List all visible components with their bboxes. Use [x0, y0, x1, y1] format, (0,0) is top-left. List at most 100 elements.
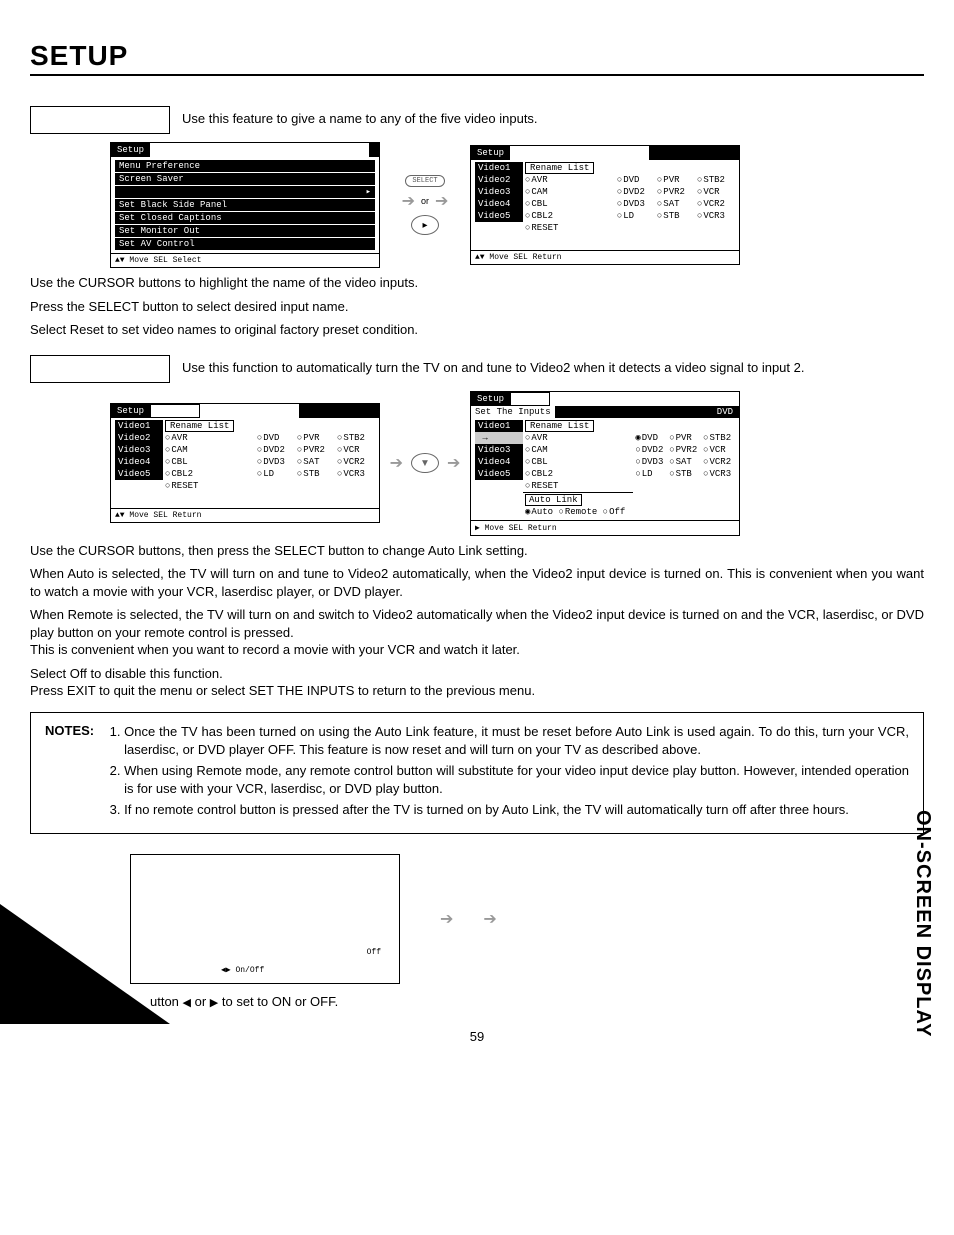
instruction-text: When Auto is selected, the TV will turn … [30, 565, 924, 600]
transition-arrow: SELECT or ▸ [390, 175, 460, 235]
rename-option[interactable]: CBL2 [163, 468, 255, 480]
rename-option[interactable]: VCR2 [335, 456, 375, 468]
rename-option[interactable]: VCR3 [695, 210, 735, 222]
right-arrow-icon [402, 191, 415, 211]
right-arrow-icon [447, 453, 460, 473]
rename-option[interactable]: AVR [163, 432, 255, 444]
rename-option[interactable]: SAT [655, 198, 695, 210]
rename-option[interactable]: DVD [633, 432, 667, 444]
feature-label-box [30, 106, 170, 134]
subtitle: Set The Inputs [471, 406, 555, 418]
rename-option[interactable]: STB2 [701, 432, 735, 444]
rename-list-screen: Setup Video1Rename ListVideo2AVRDVDPVRST… [470, 145, 740, 265]
reset-option[interactable]: RESET [163, 480, 255, 492]
blank-screen: Off ◀▶ On/Off [130, 854, 400, 984]
instruction-text: Use the CURSOR buttons to highlight the … [30, 274, 924, 292]
page-number: 59 [30, 1029, 924, 1044]
menu-item[interactable]: Set Monitor Out [115, 225, 375, 237]
section2-screens: Setup Video1Rename ListVideo2AVRDVDPVRST… [110, 391, 924, 536]
off-label: Off [367, 948, 381, 957]
rename-option[interactable]: VCR2 [695, 198, 735, 210]
rename-option[interactable]: AVR [523, 432, 633, 444]
rename-list-screen: Setup Video1Rename ListVideo2AVRDVDPVRST… [110, 403, 380, 523]
menu-item[interactable]: Set Closed Captions [115, 212, 375, 224]
screen-title: Setup [111, 404, 150, 418]
rename-option[interactable]: PVR [295, 432, 335, 444]
rename-option[interactable]: DVD3 [615, 198, 655, 210]
instruction-text: When Remote is selected, the TV will tur… [30, 606, 924, 641]
rename-option[interactable]: PVR [667, 432, 701, 444]
rename-option[interactable]: DVD2 [615, 186, 655, 198]
rename-option[interactable]: DVD2 [255, 444, 295, 456]
reset-option[interactable]: RESET [523, 222, 615, 234]
right-arrow-icon [390, 453, 403, 473]
rename-option[interactable]: PVR [655, 174, 695, 186]
note-item: Once the TV has been turned on using the… [124, 723, 909, 758]
rename-option[interactable]: DVD [255, 432, 295, 444]
rename-option[interactable]: DVD3 [255, 456, 295, 468]
rename-option[interactable]: STB [655, 210, 695, 222]
note-item: When using Remote mode, any remote contr… [124, 762, 909, 797]
rename-option[interactable]: LD [633, 468, 667, 480]
rename-option[interactable]: STB [295, 468, 335, 480]
screen-footer: ▲▼ Move SEL Return [111, 508, 379, 522]
screen-title: Setup [471, 146, 510, 160]
rename-option[interactable]: DVD [615, 174, 655, 186]
right-arrow-icon [435, 191, 448, 211]
rename-option[interactable]: CAM [523, 186, 615, 198]
screen-footer: ▲▼ Move SEL Return [471, 250, 739, 264]
rename-option[interactable]: LD [255, 468, 295, 480]
cursor-down-button [411, 453, 439, 473]
input-badge: DVD [711, 406, 739, 418]
rename-option[interactable]: AVR [523, 174, 615, 186]
rename-option[interactable]: CBL [523, 456, 633, 468]
set-inputs-screen: Setup Set The Inputs DVD Video1Rename Li… [470, 391, 740, 536]
rename-option[interactable]: VCR3 [701, 468, 735, 480]
rename-option[interactable]: STB2 [335, 432, 375, 444]
notes-list: Once the TV has been turned on using the… [104, 723, 909, 823]
menu-item[interactable]: ▸ [115, 186, 375, 198]
menu-item[interactable]: Set AV Control [115, 238, 375, 250]
note-item: If no remote control button is pressed a… [124, 801, 909, 819]
cursor-right-button: ▸ [411, 215, 439, 235]
rename-option[interactable]: CAM [523, 444, 633, 456]
rename-option[interactable]: VCR3 [335, 468, 375, 480]
rename-option[interactable]: DVD3 [633, 456, 667, 468]
instruction-text: This is convenient when you want to reco… [30, 641, 924, 659]
rename-option[interactable]: STB [667, 468, 701, 480]
notes-label: NOTES: [45, 723, 94, 823]
right-arrow-icon [440, 909, 453, 929]
rename-option[interactable]: VCR [695, 186, 735, 198]
menu-item[interactable]: Screen Saver [115, 173, 375, 185]
feature-label-box [30, 355, 170, 383]
instruction-text: Select Reset to set video names to origi… [30, 321, 924, 339]
rename-option[interactable]: SAT [667, 456, 701, 468]
screen-footer: ▶ Move SEL Return [471, 520, 739, 535]
rename-option[interactable]: SAT [295, 456, 335, 468]
rename-option[interactable]: LD [615, 210, 655, 222]
rename-option[interactable]: PVR2 [655, 186, 695, 198]
rename-option[interactable]: CBL [163, 456, 255, 468]
rename-option[interactable]: CBL2 [523, 468, 633, 480]
rename-option[interactable]: CAM [163, 444, 255, 456]
page-title: SETUP [30, 40, 924, 76]
setup-menu-screen: Setup Menu PreferenceScreen Saver▸Set Bl… [110, 142, 380, 268]
autolink-options[interactable]: Auto Remote Off [523, 506, 633, 518]
rename-option[interactable]: STB2 [695, 174, 735, 186]
rename-option[interactable]: PVR2 [667, 444, 701, 456]
rename-option[interactable]: CBL2 [523, 210, 615, 222]
rename-option[interactable]: PVR2 [295, 444, 335, 456]
section3-row: Off ◀▶ On/Off [130, 854, 924, 984]
menu-item[interactable]: Menu Preference [115, 160, 375, 172]
rename-option[interactable]: VCR [335, 444, 375, 456]
rename-option[interactable]: CBL [523, 198, 615, 210]
rename-option[interactable]: VCR [701, 444, 735, 456]
rename-option[interactable]: VCR2 [701, 456, 735, 468]
instruction-text: Use the CURSOR buttons, then press the S… [30, 542, 924, 560]
notes-box: NOTES: Once the TV has been turned on us… [30, 712, 924, 834]
reset-option[interactable]: RESET [523, 480, 633, 492]
menu-item[interactable]: Set Black Side Panel [115, 199, 375, 211]
section2-intro-row: Use this function to automatically turn … [30, 355, 924, 383]
rename-option[interactable]: DVD2 [633, 444, 667, 456]
select-pill: SELECT [405, 175, 444, 187]
